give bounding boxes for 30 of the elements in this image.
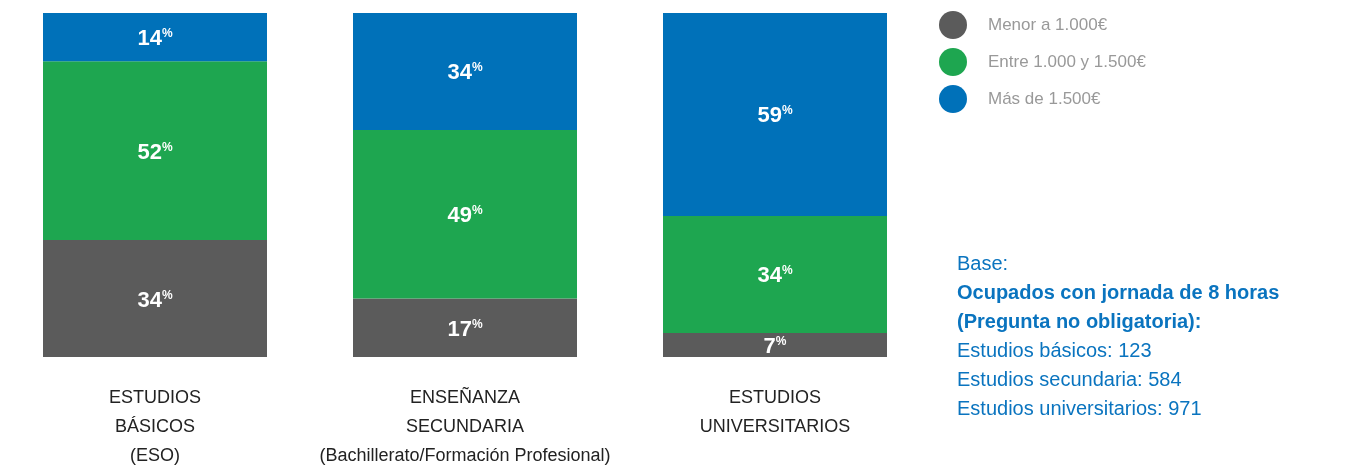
bar [43, 61, 267, 241]
data-label: 14$^{%}$ [137, 25, 173, 51]
data-label: 49$^{%}$ [447, 202, 483, 228]
data-label: 59$^{%}$ [757, 102, 793, 128]
bar [43, 240, 267, 357]
bar [663, 215, 887, 333]
x-tick-label: ESTUDIOS BÁSICOS (ESO) [108, 387, 202, 465]
legend-label: Más de 1.500€ [988, 88, 1101, 109]
bar [663, 13, 887, 216]
text: Base: [957, 251, 1010, 276]
text: (Pregunta no obligatoria): [957, 309, 1203, 334]
bar [43, 13, 267, 62]
data-label: 34$^{%}$ [757, 262, 793, 288]
text: Estudios universitarios: 971 [957, 396, 1203, 421]
text: Estudios básicos: 123 [957, 338, 1153, 363]
bar [353, 129, 577, 299]
data-label: 52$^{%}$ [137, 138, 173, 164]
data-label: 7$^{%}$ [763, 332, 787, 358]
data-label: 17$^{%}$ [447, 315, 483, 341]
x-tick-label: ESTUDIOS UNIVERSITARIOS [699, 387, 851, 436]
data-label: 34$^{%}$ [137, 286, 173, 312]
x-tick-label: ENSEÑANZA SECUNDARIA (Bachillerato/Formación Profesional) [319, 386, 611, 465]
legend-label: Menor a 1.000€ [988, 14, 1108, 35]
bar [353, 13, 577, 130]
text: Estudios secundaria: 584 [957, 367, 1183, 392]
bar [663, 332, 887, 357]
legend-label: Entre 1.000 y 1.500€ [988, 51, 1146, 72]
text: Ocupados con jornada de 8 horas [957, 280, 1280, 305]
bar [353, 298, 577, 357]
data-label: 34$^{%}$ [447, 59, 483, 85]
